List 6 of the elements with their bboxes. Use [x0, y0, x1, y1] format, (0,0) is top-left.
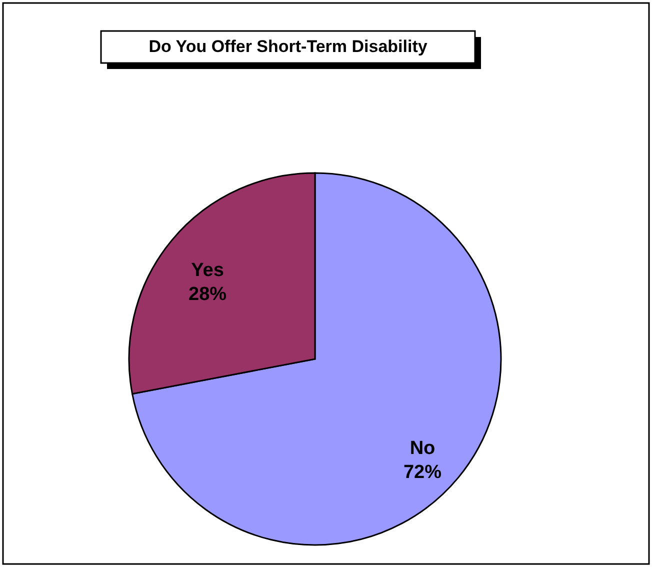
slice-label: No [410, 438, 436, 459]
slice-label: Yes [191, 260, 224, 282]
data-label: 28% [188, 284, 227, 306]
data-label: 72% [403, 462, 442, 483]
chart-title: Do You Offer Short-Term Disability [148, 37, 428, 56]
pie-slice [132, 172, 502, 546]
